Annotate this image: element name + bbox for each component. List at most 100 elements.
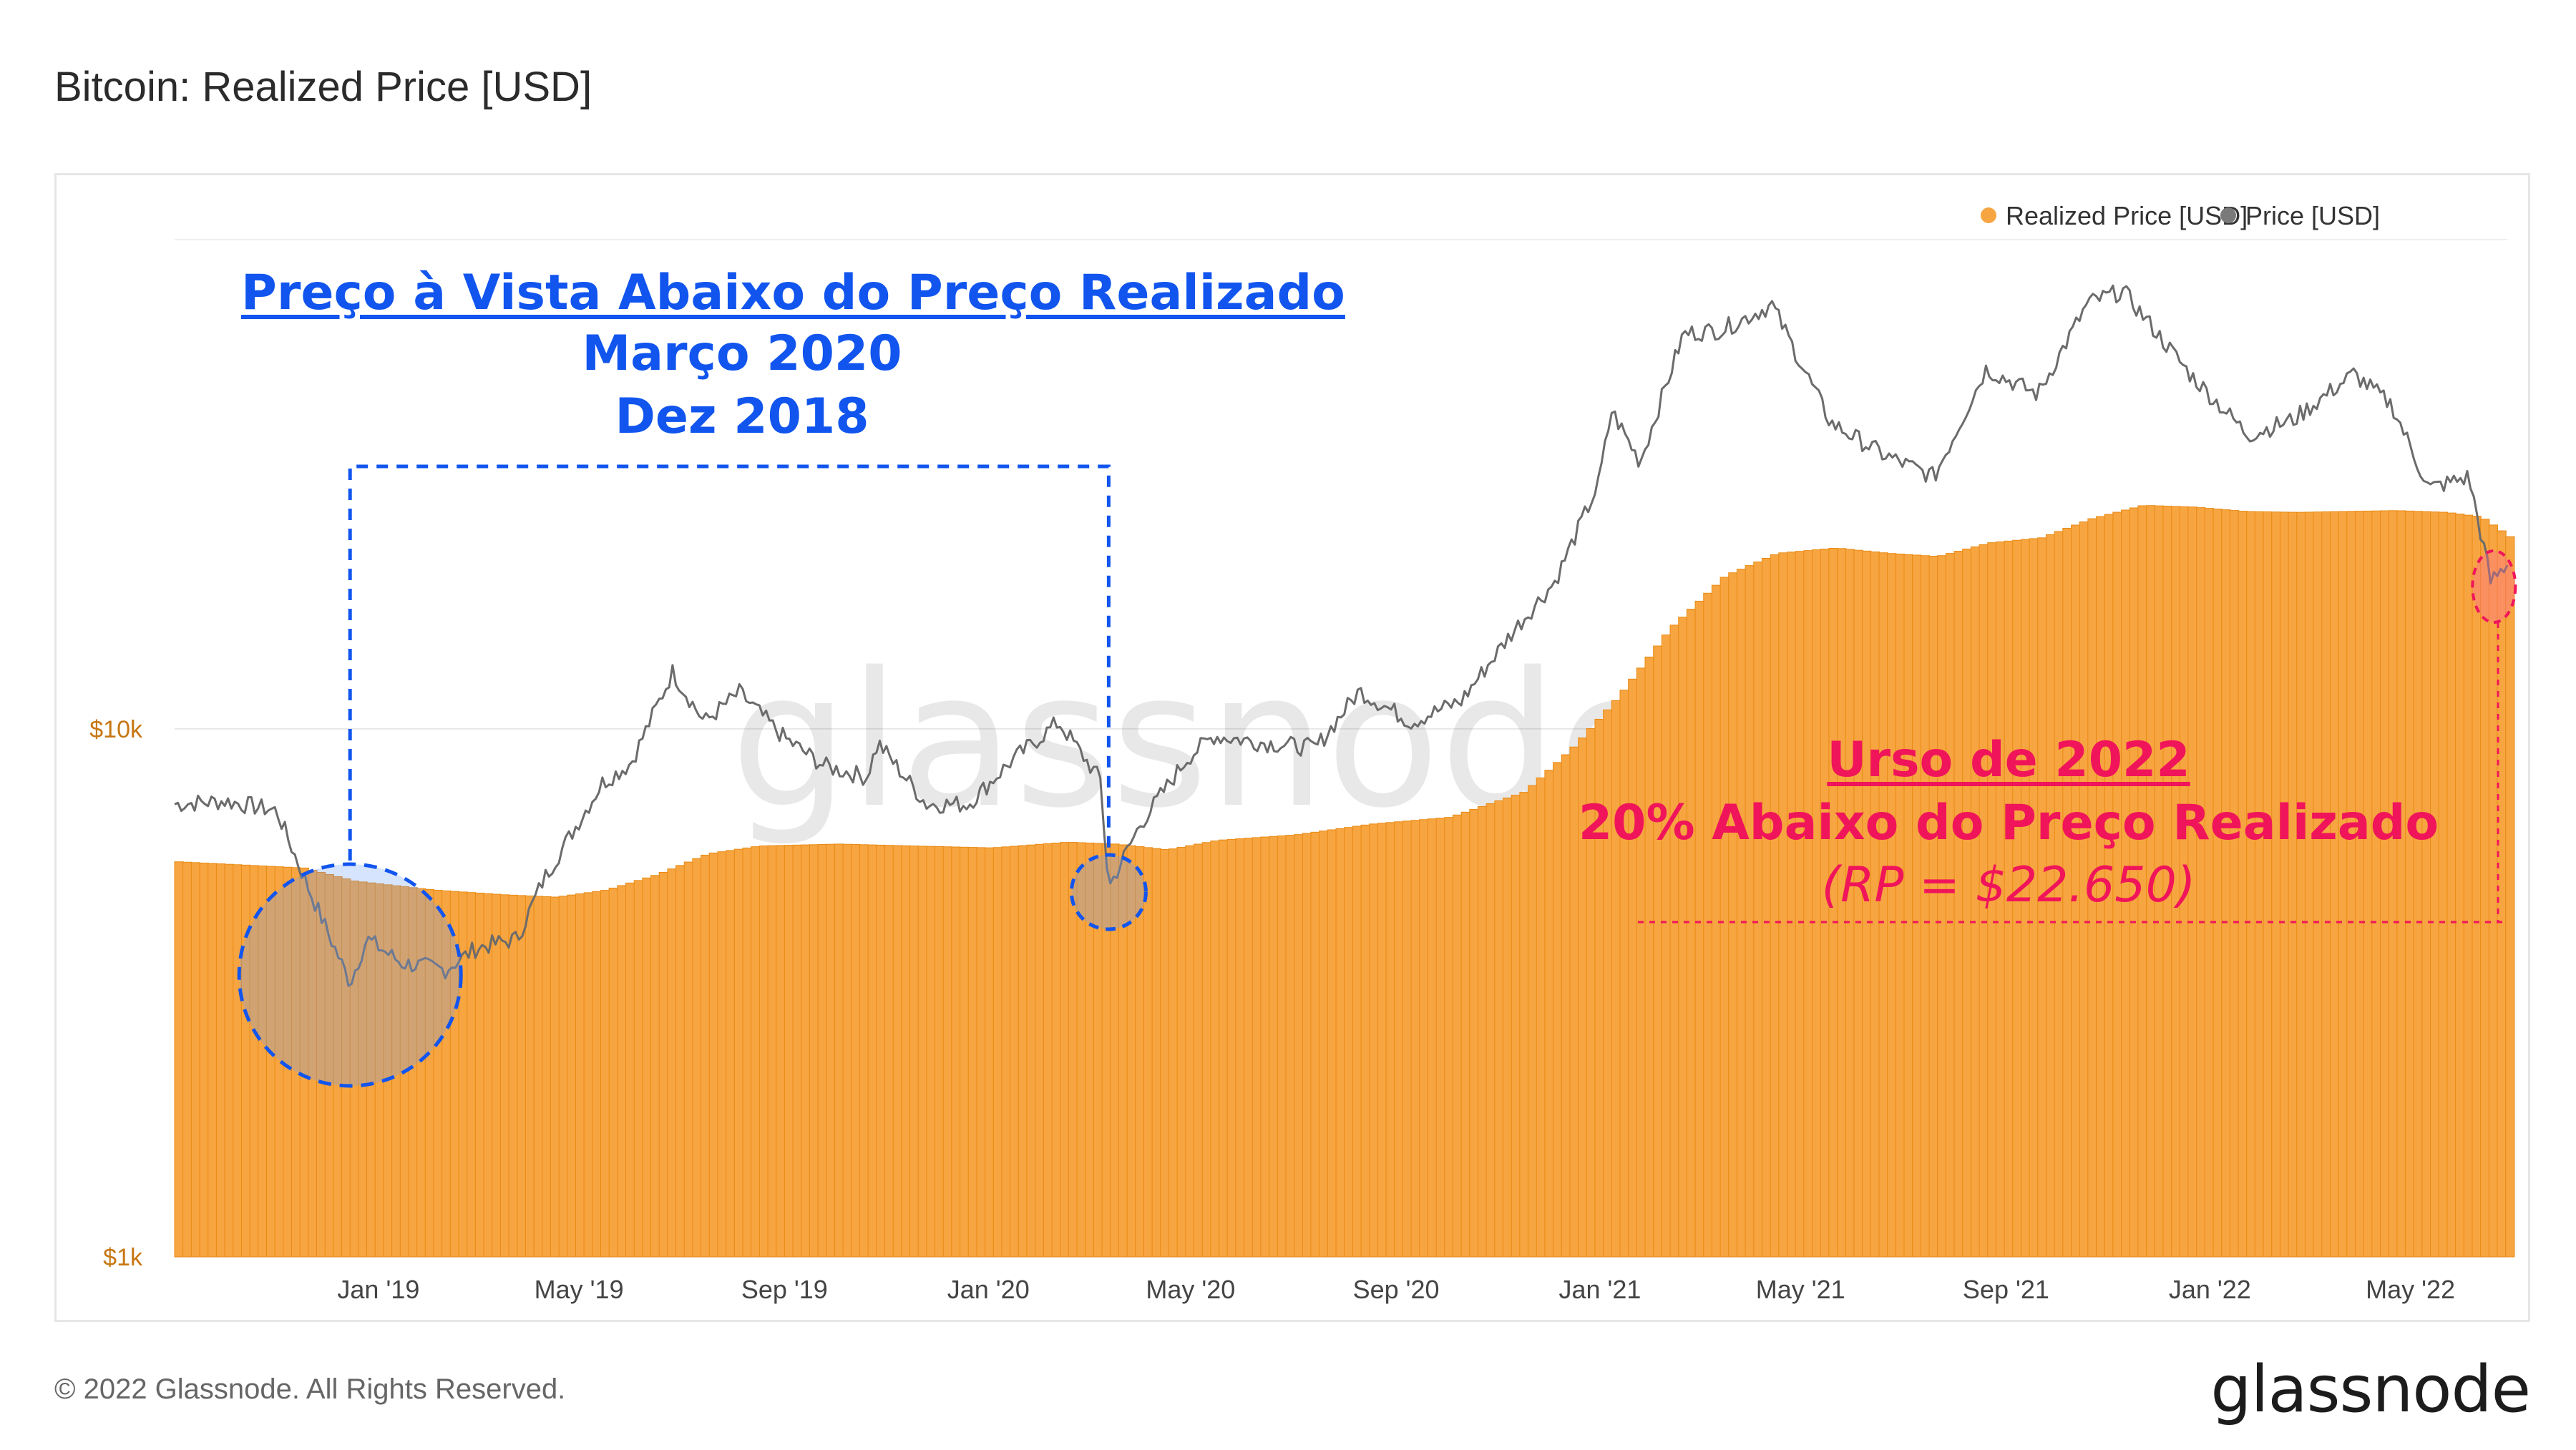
realized-price-bar [1043, 843, 1053, 1258]
realized-price-bar [1168, 848, 1179, 1258]
realized-price-bar [909, 846, 919, 1258]
realized-price-bar [542, 896, 552, 1258]
copyright-footer: © 2022 Glassnode. All Rights Reserved. [54, 1373, 566, 1405]
realized-price-bar [1035, 843, 1045, 1258]
y-tick-label: $1k [103, 1244, 143, 1271]
realized-price-bar [1728, 572, 1738, 1258]
realized-price-bar [1327, 829, 1337, 1258]
price-line-layer [174, 284, 2509, 987]
realized-price-bar [1026, 844, 1036, 1258]
realized-price-bar [851, 844, 861, 1258]
realized-price-bar [675, 865, 686, 1258]
realized-price-bar [876, 844, 886, 1258]
realized-price-bar [617, 885, 627, 1258]
realized-price-bar [1352, 826, 1362, 1258]
realized-price-bar [1018, 845, 1028, 1258]
realized-price-bar [708, 852, 719, 1258]
realized-price-bar [1410, 820, 1420, 1258]
realized-price-bar [776, 845, 786, 1258]
realized-price-bar [742, 847, 752, 1258]
realized-price-bar [1260, 836, 1270, 1258]
realized-price-bar [683, 861, 694, 1258]
x-tick-label: Sep '20 [1353, 1275, 1440, 1304]
realized-price-bar [926, 846, 936, 1258]
x-tick-label: May '19 [535, 1275, 624, 1304]
realized-price-bar [992, 847, 1003, 1258]
legend-label: Price [USD] [2245, 201, 2380, 230]
realized-price-bar [701, 854, 711, 1258]
realized-price-bar [600, 890, 610, 1258]
realized-price-bar [1201, 842, 1211, 1258]
realized-price-bar [801, 844, 811, 1258]
realized-price-bar [1219, 839, 1229, 1258]
realized-price-bar [834, 843, 844, 1258]
realized-price-bar [499, 894, 510, 1258]
realized-price-bar [1176, 846, 1186, 1258]
realized-price-bar [1051, 843, 1061, 1258]
axis-labels: $1k $10k Jan '19 May '19 Sep '19 Jan '20 May '… [89, 716, 2455, 1304]
realized-price-bar [1277, 835, 1287, 1258]
x-tick-label: Sep '19 [741, 1275, 828, 1304]
realized-price-bar [726, 850, 736, 1258]
legend: Realized Price [USD]Price [USD] [1981, 201, 2380, 230]
realized-price-bar [233, 864, 243, 1258]
realized-price-bar [517, 895, 527, 1258]
legend-label: Realized Price [USD] [2006, 201, 2248, 230]
realized-price-bar [625, 882, 635, 1258]
realized-price-bar [658, 871, 668, 1258]
realized-price-bar [174, 861, 184, 1258]
realized-price-bar [960, 846, 970, 1258]
realized-price-bar [935, 846, 945, 1258]
realized-price-bar [1494, 800, 1504, 1258]
realized-price-bar [583, 892, 593, 1258]
realized-price-bar [1235, 838, 1245, 1258]
left-annotation-title: Preço à Vista Abaixo do Preço Realizado [241, 265, 1345, 321]
realized-price-bar [842, 843, 852, 1258]
realized-price-bar [717, 851, 727, 1258]
right-annotation-title: Urso de 2022 [1827, 732, 2190, 788]
realized-price-bar [1427, 818, 1438, 1258]
realized-price-bar [608, 887, 618, 1258]
x-tick-label: Jan '21 [1558, 1275, 1641, 1304]
realized-price-bar [1402, 820, 1413, 1258]
x-tick-label: Jan '22 [2169, 1275, 2251, 1304]
realized-price-bar [1210, 841, 1220, 1258]
realized-price-bar [1310, 831, 1320, 1258]
realized-price-bar [525, 895, 535, 1258]
realized-price-bar [533, 896, 543, 1258]
realized-price-bar [758, 845, 769, 1258]
glassnode-logo: glassnode [2210, 1352, 2531, 1427]
left-annotation-line2: Março 2020 [582, 325, 902, 382]
realized-price-bar [182, 861, 192, 1258]
x-tick-label: May '21 [1756, 1275, 1845, 1304]
realized-price-bar [951, 846, 961, 1258]
realized-price-bar [199, 862, 209, 1258]
realized-price-bar [1010, 846, 1020, 1258]
realized-price-bar [1419, 819, 1429, 1258]
realized-price-bar [1143, 847, 1153, 1258]
realized-price-bar [1360, 824, 1370, 1258]
x-tick-label: May '20 [1146, 1275, 1235, 1304]
realized-price-bar [892, 845, 902, 1258]
annotation-shapes [237, 464, 2517, 1088]
realized-price-bar [901, 845, 911, 1258]
realized-price-bar [1435, 818, 1445, 1258]
realized-price-bar [1160, 848, 1170, 1258]
right-annotation-line3: (RP = $22.650) [1821, 857, 2196, 913]
realized-price-bar [1294, 834, 1304, 1258]
realized-price-bar [208, 863, 218, 1258]
realized-price-bar [1344, 827, 1354, 1258]
realized-price-bar [558, 896, 568, 1258]
realized-price-bar [1369, 823, 1379, 1258]
realized-price-bar [917, 846, 927, 1258]
realized-price-bar [817, 843, 827, 1258]
realized-price-bar [809, 844, 819, 1258]
realized-price-bar [1193, 843, 1204, 1258]
realized-price-bar [1269, 836, 1279, 1258]
realized-price-bar [1319, 831, 1329, 1258]
realized-price-bar [1719, 577, 1729, 1258]
realized-price-bar [1252, 837, 1262, 1258]
realized-price-bar [1603, 709, 1613, 1258]
realized-price-bar [751, 846, 761, 1258]
